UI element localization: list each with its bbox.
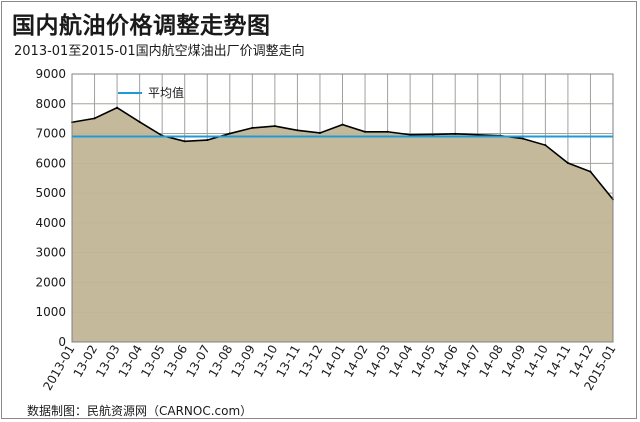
y-tick-label: 1000 xyxy=(35,305,66,319)
price-point xyxy=(476,133,479,136)
y-tick-label: 6000 xyxy=(35,156,66,170)
price-point xyxy=(341,123,344,126)
price-point xyxy=(138,120,141,123)
price-point xyxy=(251,126,254,129)
chart-title: 国内航油价格调整走势图 xyxy=(12,13,271,39)
y-tick-label: 7000 xyxy=(35,127,66,141)
price-point xyxy=(521,137,524,140)
price-point xyxy=(206,139,209,142)
price-point xyxy=(273,125,276,128)
data-source: 数据制图：民航资源网（CARNOC.com） xyxy=(27,404,253,418)
price-point xyxy=(589,170,592,173)
price-point xyxy=(93,117,96,120)
price-point xyxy=(318,131,321,134)
price-point xyxy=(386,130,389,133)
y-tick-label: 2000 xyxy=(35,275,66,289)
y-tick-label: 8000 xyxy=(35,97,66,111)
price-point xyxy=(431,133,434,136)
chart-subtitle: 2013-01至2015-01国内航空煤油出厂价调整走向 xyxy=(14,44,305,59)
x-tick-label: 2013-01 xyxy=(40,343,77,393)
price-point xyxy=(296,129,299,132)
price-point xyxy=(544,144,547,147)
price-point xyxy=(454,132,457,135)
price-point xyxy=(228,132,231,135)
y-tick-label: 9000 xyxy=(35,67,66,81)
price-point xyxy=(409,133,412,136)
price-point xyxy=(566,162,569,165)
price-point xyxy=(116,106,119,109)
price-area xyxy=(72,107,613,342)
y-tick-label: 5000 xyxy=(35,186,66,200)
price-point xyxy=(183,140,186,143)
y-tick-label: 3000 xyxy=(35,246,66,260)
price-point xyxy=(364,130,367,133)
y-tick-label: 4000 xyxy=(35,216,66,230)
plot-border xyxy=(71,73,614,343)
y-tick-label: 0 xyxy=(58,335,66,349)
legend-average-label: 平均值 xyxy=(148,85,184,100)
